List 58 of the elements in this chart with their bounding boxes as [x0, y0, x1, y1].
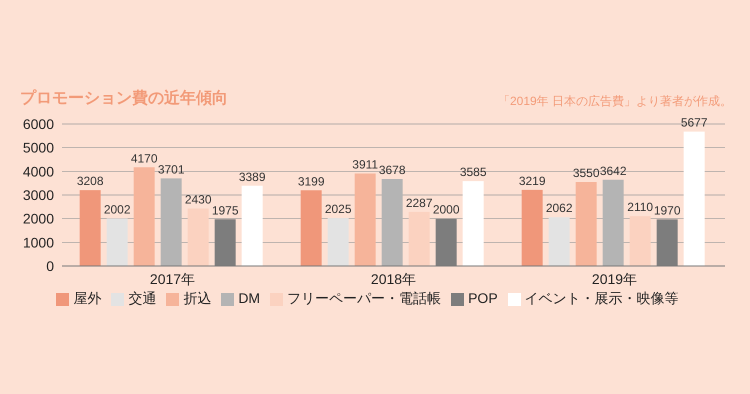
data-label: 3678: [378, 162, 406, 177]
data-label: 2287: [406, 196, 433, 210]
data-label: 5677: [680, 116, 708, 130]
bar: [134, 167, 155, 266]
bar: [522, 190, 543, 266]
y-tick-label: 3000: [22, 186, 54, 203]
legend-label: POP: [468, 290, 498, 306]
data-label: 1975: [212, 203, 239, 218]
data-label: 2430: [184, 192, 212, 206]
legend-label: DM: [238, 290, 260, 306]
data-label: 2025: [324, 202, 352, 216]
data-label: 4170: [130, 151, 158, 166]
chart-title: プロモーション費の近年傾向: [20, 88, 228, 109]
legend-label: フリーペーパー・電話帳: [287, 290, 442, 306]
bar: [300, 190, 322, 266]
bar: [630, 216, 651, 266]
data-label: 2002: [104, 202, 131, 217]
data-label: 3701: [158, 162, 185, 176]
bar: [106, 218, 128, 266]
bar: [408, 212, 430, 266]
x-tick-label: 2019年: [592, 270, 638, 287]
text: 「2019年 日本の広告費」より著者が作成。: [498, 93, 732, 110]
y-tick-label: 6000: [22, 116, 54, 132]
y-tick-label: 0: [46, 258, 54, 274]
data-label: 3642: [600, 164, 627, 178]
legend-label: 折込: [183, 290, 212, 306]
bar: [462, 181, 484, 266]
legend-label: 屋外: [73, 290, 102, 306]
legend-label: 交通: [128, 290, 156, 306]
bar: [80, 190, 101, 266]
data-label: 3585: [460, 165, 487, 180]
data-label: 3389: [238, 170, 266, 184]
data-label: 2062: [546, 201, 573, 216]
bar: [188, 208, 209, 266]
data-label: 1970: [654, 203, 681, 218]
data-label: 3550: [572, 166, 600, 180]
bar: [328, 218, 349, 266]
bar: [576, 182, 597, 266]
bar: [160, 178, 182, 266]
y-tick-label: 4000: [22, 163, 54, 180]
x-tick-label: 2017年: [150, 270, 196, 287]
bar: [242, 186, 263, 266]
bar: [548, 217, 570, 266]
bar: [602, 180, 624, 266]
bar: [382, 178, 403, 266]
data-label: 2000: [432, 202, 460, 217]
y-tick-label: 5000: [22, 140, 54, 156]
legend-label: イベント・展示・映像等: [524, 290, 679, 306]
data-label: 3208: [76, 174, 104, 188]
bar: [354, 173, 376, 266]
data-label: 3219: [518, 174, 546, 188]
data-label: 2110: [627, 200, 654, 214]
x-tick-label: 2018年: [370, 270, 416, 287]
y-tick-label: 1000: [22, 234, 54, 250]
y-tick-label: 2000: [22, 210, 54, 227]
bar: [684, 132, 705, 266]
data-label: 3199: [298, 174, 325, 188]
data-label: 3911: [352, 157, 378, 172]
